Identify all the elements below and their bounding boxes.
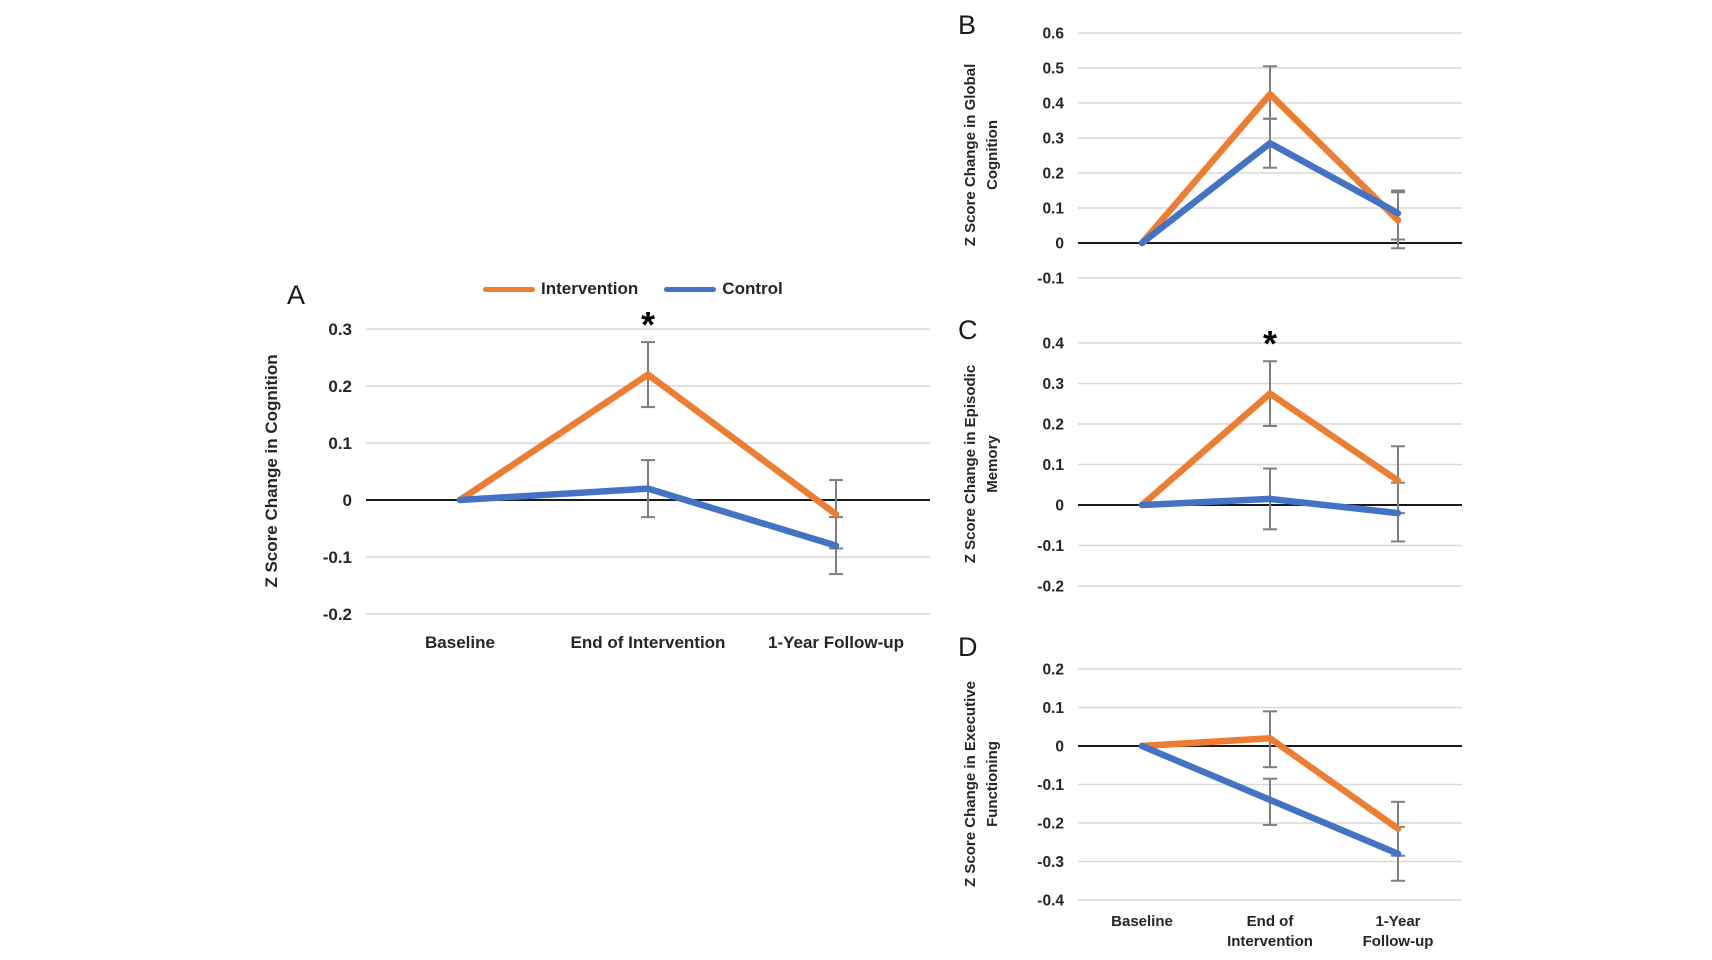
y-tick-label: 0.1	[1042, 700, 1064, 717]
y-tick-label: 0.2	[1042, 165, 1064, 182]
y-tick-label: 0.5	[1042, 60, 1064, 77]
y-axis-title-d-text: Z Score Change in Executive Functioning	[960, 681, 1004, 887]
series-line-intervention	[1138, 390, 1402, 509]
series-line-control	[1138, 140, 1402, 247]
y-tick-label: 0.1	[1042, 457, 1064, 474]
y-tick-label: -0.1	[323, 548, 352, 567]
series-line-intervention	[1138, 735, 1402, 833]
y-tick-label: 0.1	[328, 434, 352, 453]
y-tick-label: 0.2	[1042, 661, 1064, 678]
series-line-intervention	[1138, 91, 1402, 247]
y-tick-label: 0	[1055, 738, 1064, 755]
x-category-label: 1-Year	[1375, 913, 1420, 930]
legend: Intervention Control	[483, 279, 783, 299]
legend-item-intervention: Intervention	[483, 279, 638, 299]
y-tick-label: 0.3	[1042, 130, 1064, 147]
x-category-label: Intervention	[1227, 933, 1313, 950]
chart-panel-b: 0.6 0.5 0.4 0.3 0.2 0.1 0 -0.1	[1037, 25, 1462, 287]
y-tick-label: 0	[343, 491, 352, 510]
legend-item-control: Control	[664, 279, 783, 299]
y-tick-label: 0.3	[1042, 376, 1064, 393]
chart-panel-d: 0.2 0.1 0 -0.1 -0.2 -0.3 -0.4 Baseline End of Int…	[1037, 661, 1462, 950]
x-category-label: Baseline	[1111, 913, 1173, 930]
y-tick-label: 0.2	[328, 377, 352, 396]
chart-panel-c: 0.4 0.3 0.2 0.1 0 -0.1 -0.2 *	[1037, 323, 1462, 595]
x-category-label: Baseline	[425, 633, 495, 652]
series-line-control	[1138, 742, 1402, 858]
panel-letter-a: A	[287, 280, 306, 310]
y-tick-label: 0.3	[328, 320, 352, 339]
x-category-label: End of Intervention	[571, 633, 726, 652]
y-tick-label: 0.4	[1042, 335, 1064, 352]
y-axis-title-d-line2: Functioning	[984, 741, 1001, 827]
y-tick-label: -0.3	[1037, 854, 1064, 871]
y-axis-title-a-text: Z Score Change in Cognition	[262, 354, 281, 588]
y-tick-label: -0.2	[1037, 578, 1064, 595]
y-tick-label: -0.2	[1037, 815, 1064, 832]
panel-letter-c: C	[958, 315, 978, 345]
y-tick-label: 0	[1055, 497, 1064, 514]
legend-line-intervention-icon	[483, 286, 535, 292]
series-line-intervention	[456, 371, 840, 518]
y-tick-label: 0.2	[1042, 416, 1064, 433]
y-tick-label: -0.4	[1037, 892, 1064, 909]
y-tick-label: 0.6	[1042, 25, 1064, 42]
panel-letter-d: D	[958, 632, 978, 662]
y-axis-title-d: Z Score Change in Executive Functioning	[960, 484, 1004, 960]
series-line-control	[1138, 495, 1402, 517]
legend-label-control: Control	[722, 279, 783, 298]
y-tick-label: 0	[1055, 235, 1064, 252]
y-tick-label: -0.1	[1037, 270, 1064, 287]
y-tick-label: 0.1	[1042, 200, 1064, 217]
y-axis-title-a: Z Score Change in Cognition	[257, 171, 287, 771]
x-category-label: Follow-up	[1363, 933, 1434, 950]
x-category-label: End of	[1247, 913, 1295, 930]
y-tick-label: -0.1	[1037, 777, 1064, 794]
x-category-label: 1-Year Follow-up	[768, 633, 904, 652]
significance-star: *	[641, 304, 655, 345]
y-axis-title-d-line1: Z Score Change in Executive	[962, 681, 979, 887]
y-tick-label: -0.2	[323, 605, 352, 624]
panel-letter-b: B	[958, 10, 977, 40]
series-line-control	[456, 485, 840, 549]
y-tick-label: -0.1	[1037, 538, 1064, 555]
significance-star: *	[1263, 323, 1277, 364]
legend-label-intervention: Intervention	[541, 279, 639, 298]
chart-panel-a: 0.3 0.2 0.1 0 -0.1 -0.2 * Baseline End of Interv…	[323, 304, 930, 652]
y-tick-label: 0.4	[1042, 95, 1064, 112]
legend-line-control-icon	[664, 286, 717, 292]
